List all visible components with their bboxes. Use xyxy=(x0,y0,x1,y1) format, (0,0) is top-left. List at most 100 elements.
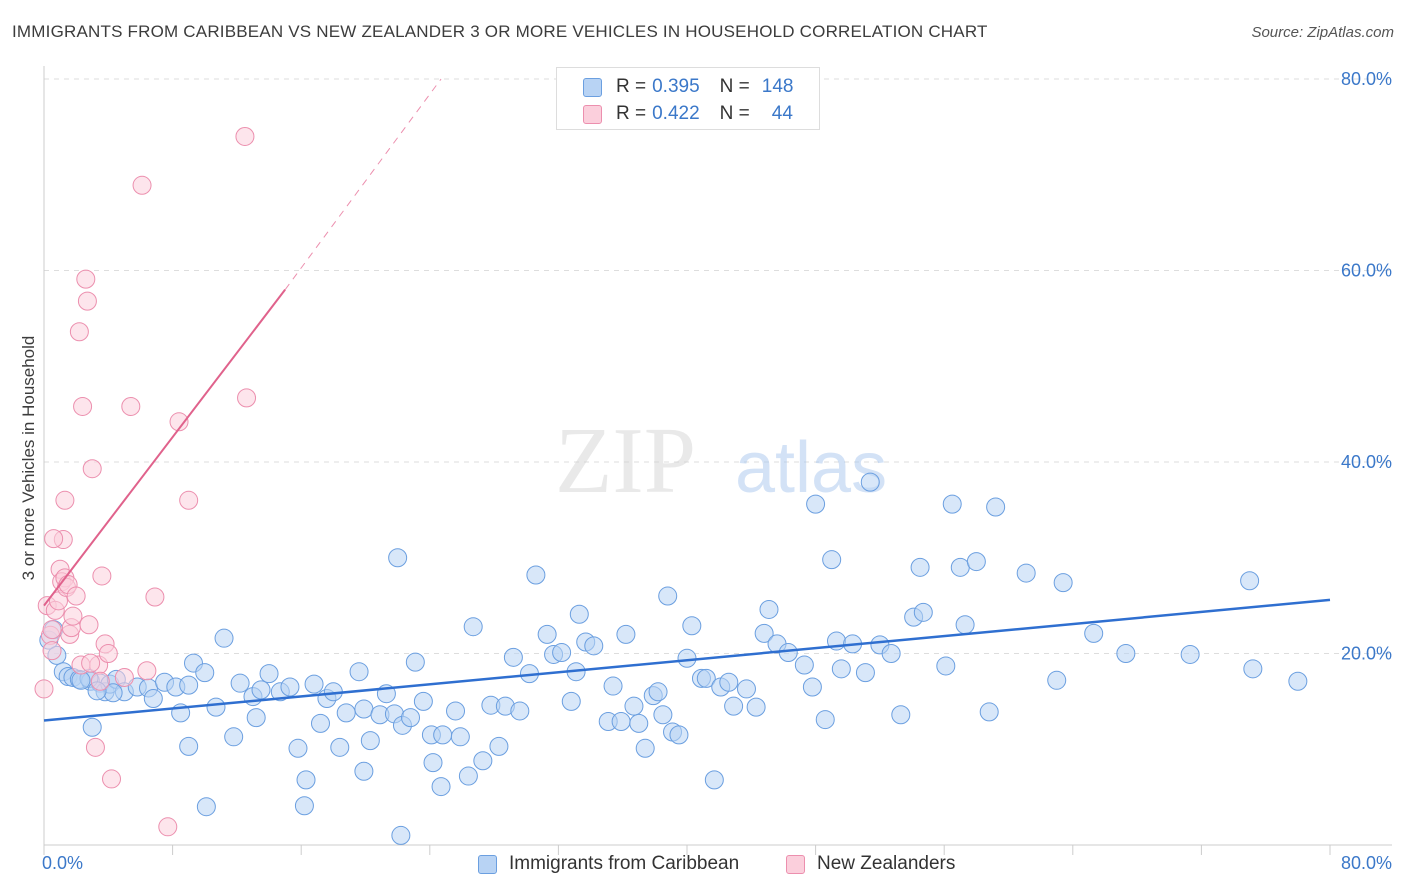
y-tick-label: 80.0% xyxy=(1341,69,1392,89)
data-point-new-zealanders xyxy=(169,412,189,432)
data-point-new-zealanders xyxy=(179,490,199,510)
data-point-caribbean xyxy=(855,663,875,683)
data-point-caribbean xyxy=(910,557,930,577)
data-point-caribbean xyxy=(446,701,466,721)
bottom-legend-swatch-pink xyxy=(786,854,805,874)
data-point-caribbean xyxy=(669,725,689,745)
data-point-caribbean xyxy=(330,737,350,757)
data-point-caribbean xyxy=(950,557,970,577)
bottom-legend-label: Immigrants from Caribbean xyxy=(509,853,740,874)
data-point-caribbean xyxy=(179,736,199,756)
data-point-caribbean xyxy=(942,494,962,514)
legend-row-new-zealanders: R = 0.422 N = 44 xyxy=(583,102,793,126)
data-point-caribbean xyxy=(561,691,581,711)
data-point-caribbean xyxy=(724,696,744,716)
data-point-caribbean xyxy=(955,615,975,635)
data-point-new-zealanders xyxy=(132,175,152,195)
data-point-new-zealanders xyxy=(76,269,96,289)
data-point-caribbean xyxy=(195,663,215,683)
data-point-caribbean xyxy=(881,644,901,663)
legend-r-label: R = xyxy=(616,76,647,97)
x-tick-right: 80.0% xyxy=(1341,853,1392,873)
data-point-caribbean xyxy=(391,825,411,845)
data-point-caribbean xyxy=(489,736,509,756)
data-point-caribbean xyxy=(196,797,216,817)
data-point-caribbean xyxy=(510,701,530,721)
data-point-caribbean xyxy=(682,616,702,636)
data-point-caribbean xyxy=(831,659,851,679)
watermark-atlas: atlas xyxy=(735,428,887,508)
data-point-new-zealanders xyxy=(85,737,105,757)
data-point-new-zealanders xyxy=(121,396,141,416)
data-point-caribbean xyxy=(624,696,644,716)
data-point-caribbean xyxy=(431,777,451,797)
data-point-caribbean xyxy=(754,623,774,643)
data-point-caribbean xyxy=(648,682,668,702)
data-point-new-zealanders xyxy=(98,644,118,663)
data-point-caribbean xyxy=(259,664,279,684)
data-point-caribbean xyxy=(413,691,433,711)
data-point-caribbean xyxy=(304,674,324,694)
data-point-caribbean xyxy=(224,727,244,747)
data-point-new-zealanders xyxy=(92,566,112,586)
data-point-new-zealanders xyxy=(114,667,134,687)
data-point-caribbean xyxy=(336,703,356,723)
data-point-new-zealanders xyxy=(42,641,62,661)
data-point-caribbean xyxy=(704,770,724,790)
data-point-caribbean xyxy=(296,770,316,790)
legend-n-value: 148 xyxy=(761,76,794,97)
data-point-new-zealanders xyxy=(237,388,257,408)
data-point-caribbean xyxy=(806,494,826,514)
data-point-caribbean xyxy=(251,680,271,700)
data-point-caribbean xyxy=(143,689,163,709)
x-tick-left: 0.0% xyxy=(42,853,83,873)
data-point-caribbean xyxy=(936,656,956,676)
bottom-legend-new-zealanders[interactable]: New Zealanders xyxy=(786,852,955,876)
data-point-caribbean xyxy=(310,713,330,733)
legend-r-value: 0.422 xyxy=(652,103,700,124)
watermark: ZIP atlas xyxy=(555,409,887,513)
data-point-caribbean xyxy=(1243,659,1263,679)
data-point-caribbean xyxy=(736,679,756,699)
data-point-caribbean xyxy=(653,705,673,725)
legend-swatch-blue xyxy=(583,77,602,97)
legend-r-value: 0.395 xyxy=(652,76,700,97)
data-point-caribbean xyxy=(433,725,453,745)
bottom-legend-label: New Zealanders xyxy=(817,853,956,874)
data-point-caribbean xyxy=(891,705,911,725)
data-point-caribbean xyxy=(629,713,649,733)
legend-box: R = 0.395 N = 148 R = 0.422 N = 44 xyxy=(556,67,820,130)
data-point-caribbean xyxy=(746,697,766,717)
y-axis-label: 3 or more Vehicles in Household xyxy=(19,336,38,581)
data-point-caribbean xyxy=(1016,563,1036,583)
data-point-caribbean xyxy=(966,552,986,572)
data-point-caribbean xyxy=(815,710,835,730)
y-tick-label: 60.0% xyxy=(1341,261,1392,281)
bottom-legend-swatch-blue xyxy=(478,854,497,874)
data-point-new-zealanders xyxy=(77,291,97,311)
data-point-new-zealanders xyxy=(82,459,102,479)
data-point-caribbean xyxy=(584,636,604,656)
data-point-new-zealanders xyxy=(90,671,110,691)
data-point-caribbean xyxy=(603,676,623,696)
data-point-caribbean xyxy=(913,602,933,622)
data-point-caribbean xyxy=(759,599,779,619)
data-point-caribbean xyxy=(658,586,678,606)
data-point-caribbean xyxy=(214,628,234,648)
data-point-new-zealanders xyxy=(79,615,99,635)
data-point-caribbean xyxy=(979,702,999,722)
bottom-legend-caribbean[interactable]: Immigrants from Caribbean xyxy=(478,852,739,876)
data-point-caribbean xyxy=(1180,644,1200,664)
data-point-caribbean xyxy=(1116,644,1136,663)
data-point-new-zealanders xyxy=(73,396,93,416)
y-tick-labels: 20.0% 40.0% 60.0% 80.0% xyxy=(1341,69,1392,664)
data-point-caribbean xyxy=(458,766,478,786)
trend-lines xyxy=(43,78,1331,722)
series-caribbean-points xyxy=(39,472,1308,845)
y-tick-label: 40.0% xyxy=(1341,452,1392,472)
data-point-caribbean xyxy=(354,699,374,719)
data-point-new-zealanders xyxy=(235,126,255,146)
data-point-caribbean xyxy=(1047,670,1067,690)
data-point-caribbean xyxy=(986,497,1006,517)
legend-swatch-pink xyxy=(583,104,602,124)
